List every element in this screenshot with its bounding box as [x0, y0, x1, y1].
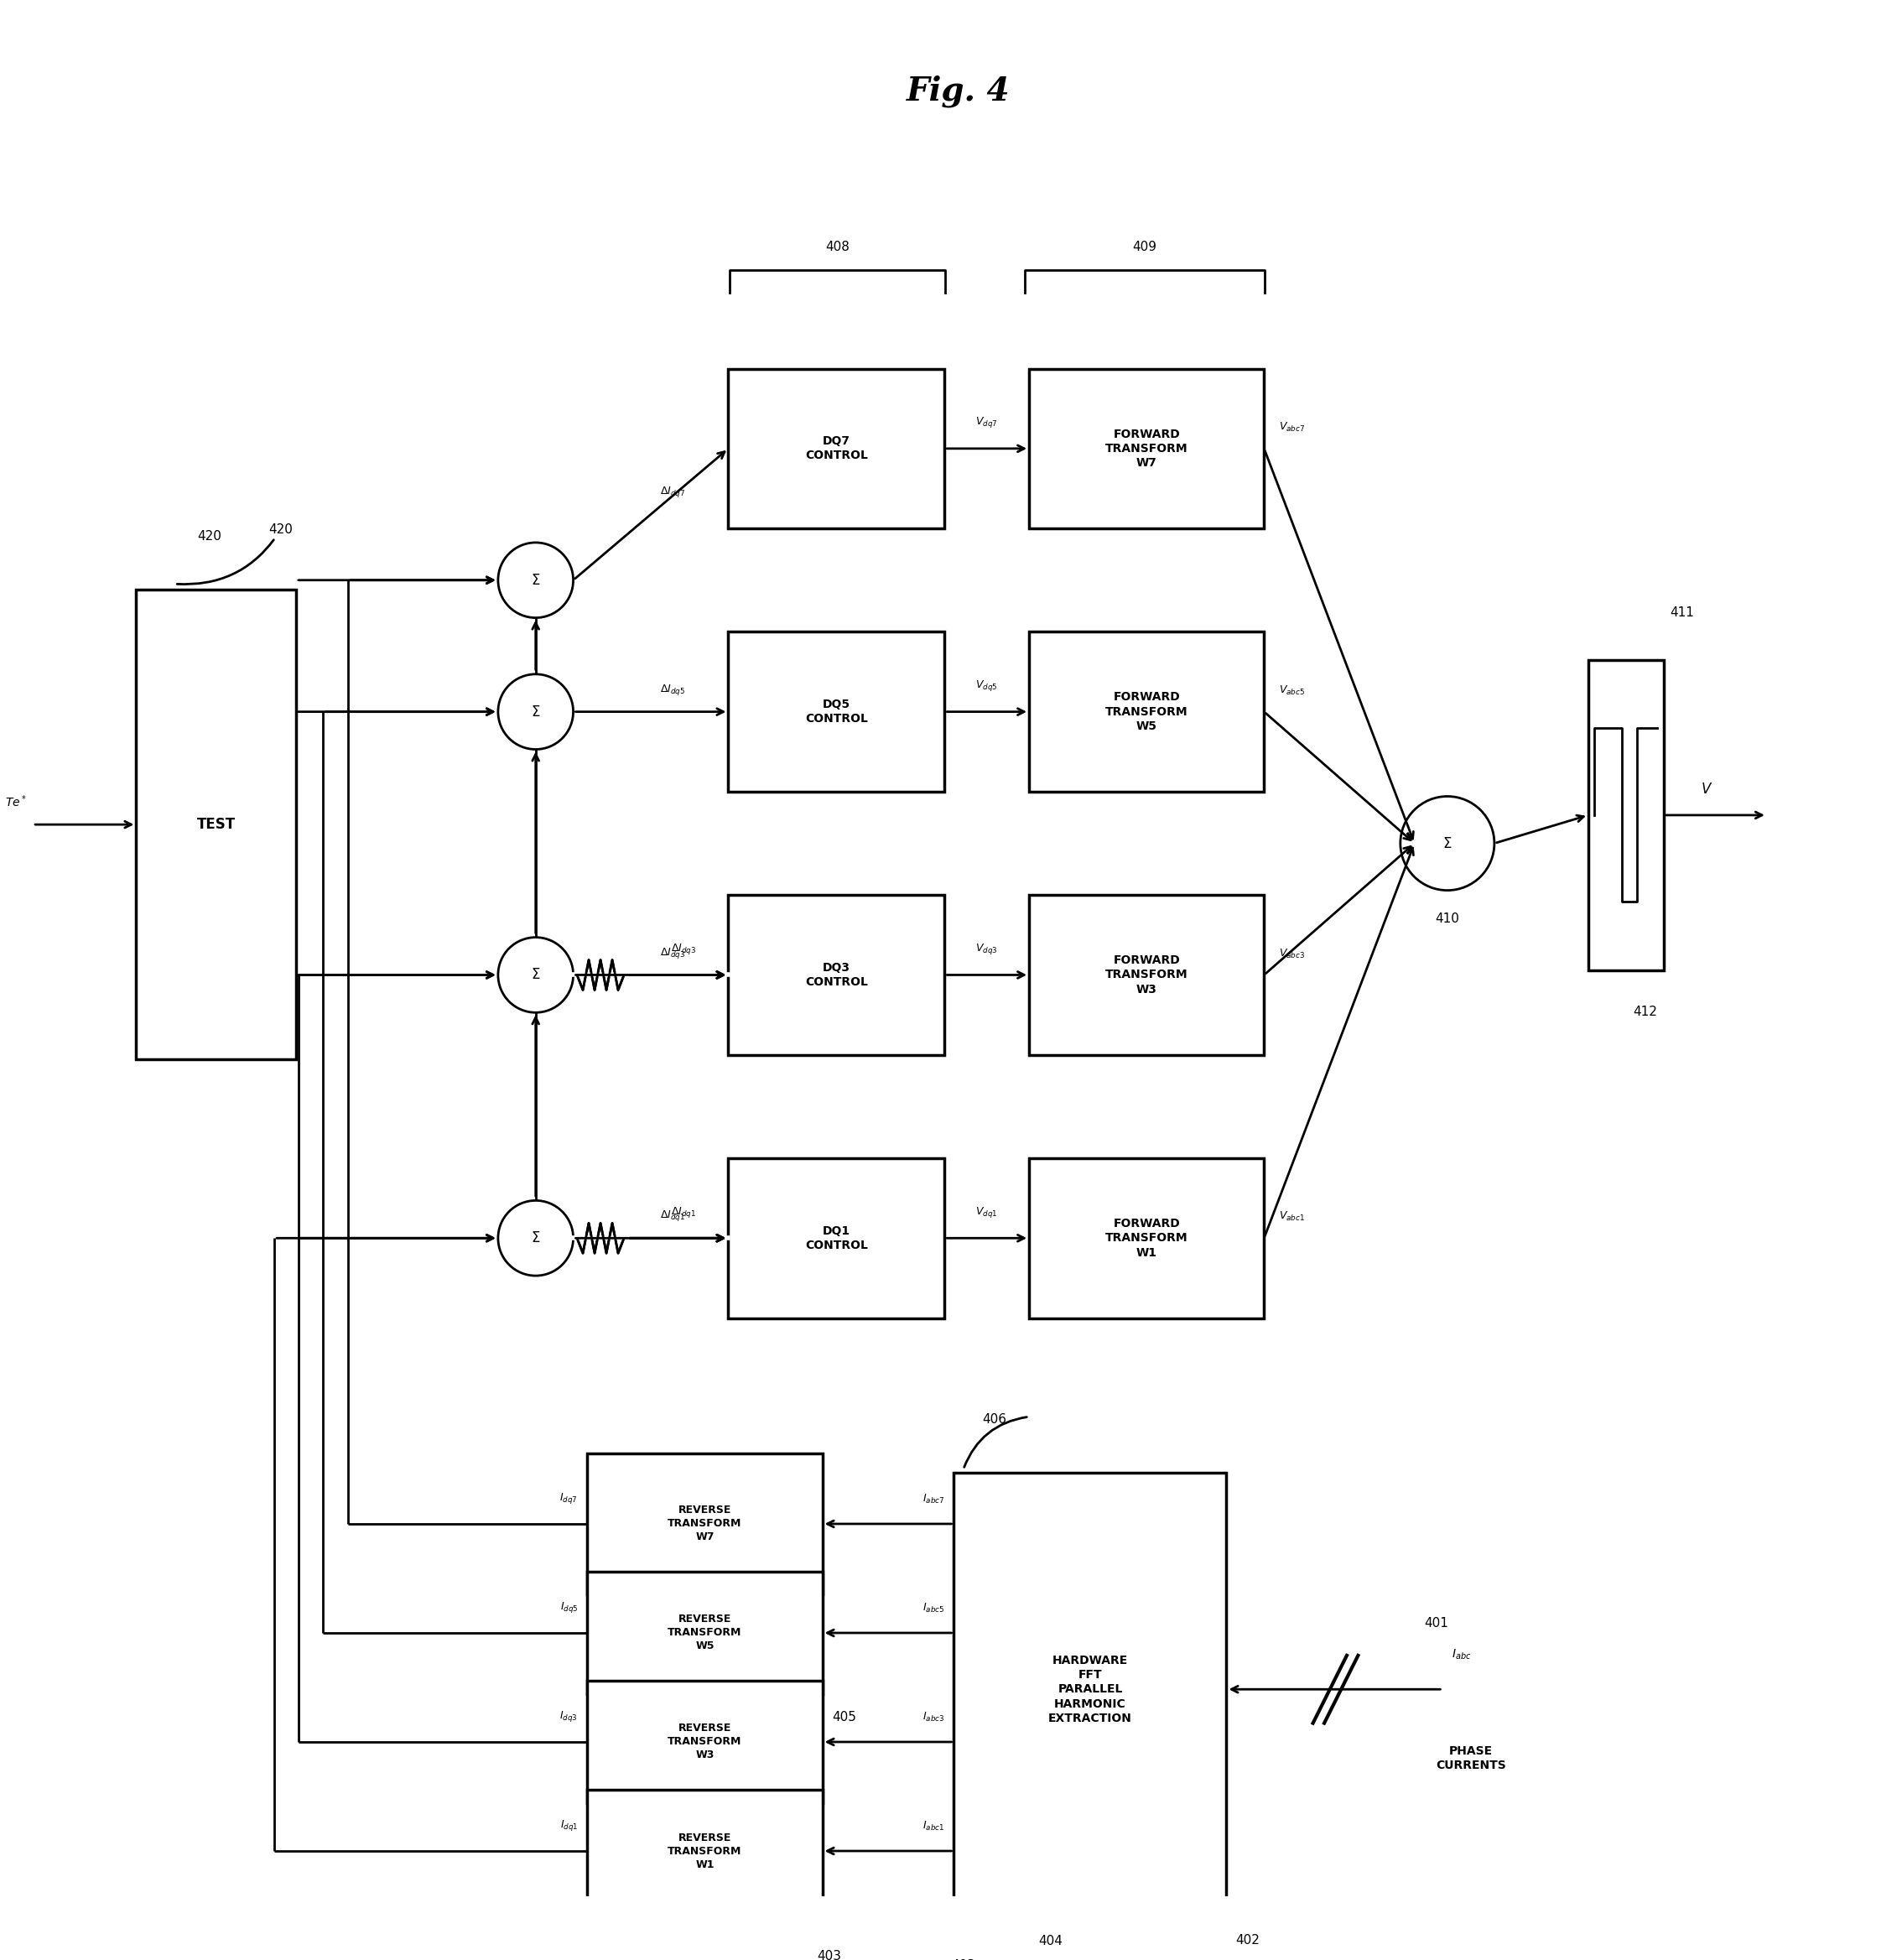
- Text: $\Sigma$: $\Sigma$: [531, 968, 540, 982]
- Text: FORWARD
TRANSFORM
W1: FORWARD TRANSFORM W1: [1105, 1217, 1189, 1258]
- Text: $\Sigma$: $\Sigma$: [531, 1231, 540, 1247]
- Text: $\Sigma$: $\Sigma$: [531, 704, 540, 719]
- Text: $V_{dq1}$: $V_{dq1}$: [976, 1205, 999, 1219]
- Text: $\Delta I_{dq3}$: $\Delta I_{dq3}$: [671, 943, 696, 956]
- Text: FORWARD
TRANSFORM
W3: FORWARD TRANSFORM W3: [1105, 955, 1189, 996]
- Text: $V$: $V$: [1700, 782, 1714, 796]
- Text: DQ1
CONTROL: DQ1 CONTROL: [805, 1225, 867, 1250]
- Text: 420: 420: [177, 523, 293, 584]
- Text: $\Delta I_{dq3}$: $\Delta I_{dq3}$: [660, 945, 685, 960]
- Text: $V_{abc5}$: $V_{abc5}$: [1280, 684, 1305, 696]
- Text: $V_{dq5}$: $V_{dq5}$: [976, 678, 999, 694]
- Text: $I_{abc3}$: $I_{abc3}$: [922, 1711, 945, 1723]
- Text: TEST: TEST: [196, 817, 236, 833]
- Text: REVERSE
TRANSFORM
W3: REVERSE TRANSFORM W3: [668, 1723, 742, 1760]
- Text: $I_{abc1}$: $I_{abc1}$: [922, 1819, 945, 1833]
- Text: $I_{dq1}$: $I_{dq1}$: [559, 1819, 578, 1833]
- Text: 404: 404: [1038, 1935, 1063, 1946]
- Bar: [588, 1454, 822, 1593]
- Text: HARDWARE
FFT
PARALLEL
HARMONIC
EXTRACTION: HARDWARE FFT PARALLEL HARMONIC EXTRACTIO…: [1048, 1654, 1132, 1725]
- Bar: [728, 368, 945, 529]
- Text: $\Delta I_{dq7}$: $\Delta I_{dq7}$: [660, 484, 685, 500]
- Text: 405: 405: [831, 1711, 856, 1723]
- Text: $\Delta I_{dq1}$: $\Delta I_{dq1}$: [671, 1205, 696, 1219]
- Text: REVERSE
TRANSFORM
W5: REVERSE TRANSFORM W5: [668, 1613, 742, 1652]
- Text: 406: 406: [981, 1413, 1006, 1427]
- Text: REVERSE
TRANSFORM
W1: REVERSE TRANSFORM W1: [668, 1833, 742, 1870]
- Text: $I_{dq7}$: $I_{dq7}$: [559, 1492, 578, 1505]
- Text: 401: 401: [1425, 1617, 1447, 1629]
- Text: DQ7
CONTROL: DQ7 CONTROL: [805, 435, 867, 463]
- Bar: [588, 1572, 822, 1693]
- Text: 402: 402: [1236, 1935, 1261, 1946]
- Bar: [1029, 1158, 1265, 1317]
- Bar: [1029, 368, 1265, 529]
- Bar: [728, 1158, 945, 1317]
- Text: Fig. 4: Fig. 4: [907, 74, 1010, 108]
- Text: FORWARD
TRANSFORM
W7: FORWARD TRANSFORM W7: [1105, 427, 1189, 468]
- Bar: [728, 631, 945, 792]
- Bar: [728, 896, 945, 1054]
- Text: $I_{dq3}$: $I_{dq3}$: [559, 1709, 578, 1723]
- Text: PHASE
CURRENTS: PHASE CURRENTS: [1436, 1746, 1506, 1772]
- Text: $Te^*$: $Te^*$: [6, 794, 27, 809]
- Text: $\Delta I_{dq5}$: $\Delta I_{dq5}$: [660, 682, 685, 696]
- Text: $\Sigma$: $\Sigma$: [531, 572, 540, 588]
- Text: REVERSE
TRANSFORM
W7: REVERSE TRANSFORM W7: [668, 1505, 742, 1543]
- Text: $V_{abc7}$: $V_{abc7}$: [1280, 421, 1305, 433]
- Text: $\Delta I_{dq1}$: $\Delta I_{dq1}$: [660, 1209, 685, 1223]
- Text: $I_{abc7}$: $I_{abc7}$: [922, 1492, 945, 1505]
- Text: $V_{abc3}$: $V_{abc3}$: [1280, 947, 1305, 960]
- Text: 410: 410: [1436, 911, 1459, 925]
- Text: 409: 409: [1132, 241, 1156, 253]
- Text: $V_{dq3}$: $V_{dq3}$: [976, 943, 999, 956]
- Text: $V_{abc1}$: $V_{abc1}$: [1280, 1211, 1305, 1223]
- Text: 403: 403: [818, 1950, 841, 1960]
- Text: 408: 408: [825, 241, 850, 253]
- Text: FORWARD
TRANSFORM
W5: FORWARD TRANSFORM W5: [1105, 692, 1189, 733]
- Bar: [1588, 661, 1664, 970]
- Bar: [955, 1474, 1227, 1905]
- Text: DQ5
CONTROL: DQ5 CONTROL: [805, 698, 867, 725]
- Bar: [1029, 896, 1265, 1054]
- Text: 420: 420: [198, 529, 221, 543]
- Text: $I_{abc}$: $I_{abc}$: [1451, 1646, 1472, 1662]
- Bar: [588, 1789, 822, 1913]
- Text: $I_{dq5}$: $I_{dq5}$: [559, 1599, 578, 1615]
- Text: $\Sigma$: $\Sigma$: [1442, 835, 1451, 851]
- Bar: [1029, 631, 1265, 792]
- Text: $V_{dq7}$: $V_{dq7}$: [976, 416, 999, 429]
- Bar: [588, 1682, 822, 1803]
- Text: $I_{abc5}$: $I_{abc5}$: [922, 1601, 945, 1615]
- Text: DQ3
CONTROL: DQ3 CONTROL: [805, 962, 867, 988]
- Text: 412: 412: [1632, 1005, 1657, 1017]
- Bar: [137, 590, 297, 1060]
- Text: 411: 411: [1670, 608, 1695, 619]
